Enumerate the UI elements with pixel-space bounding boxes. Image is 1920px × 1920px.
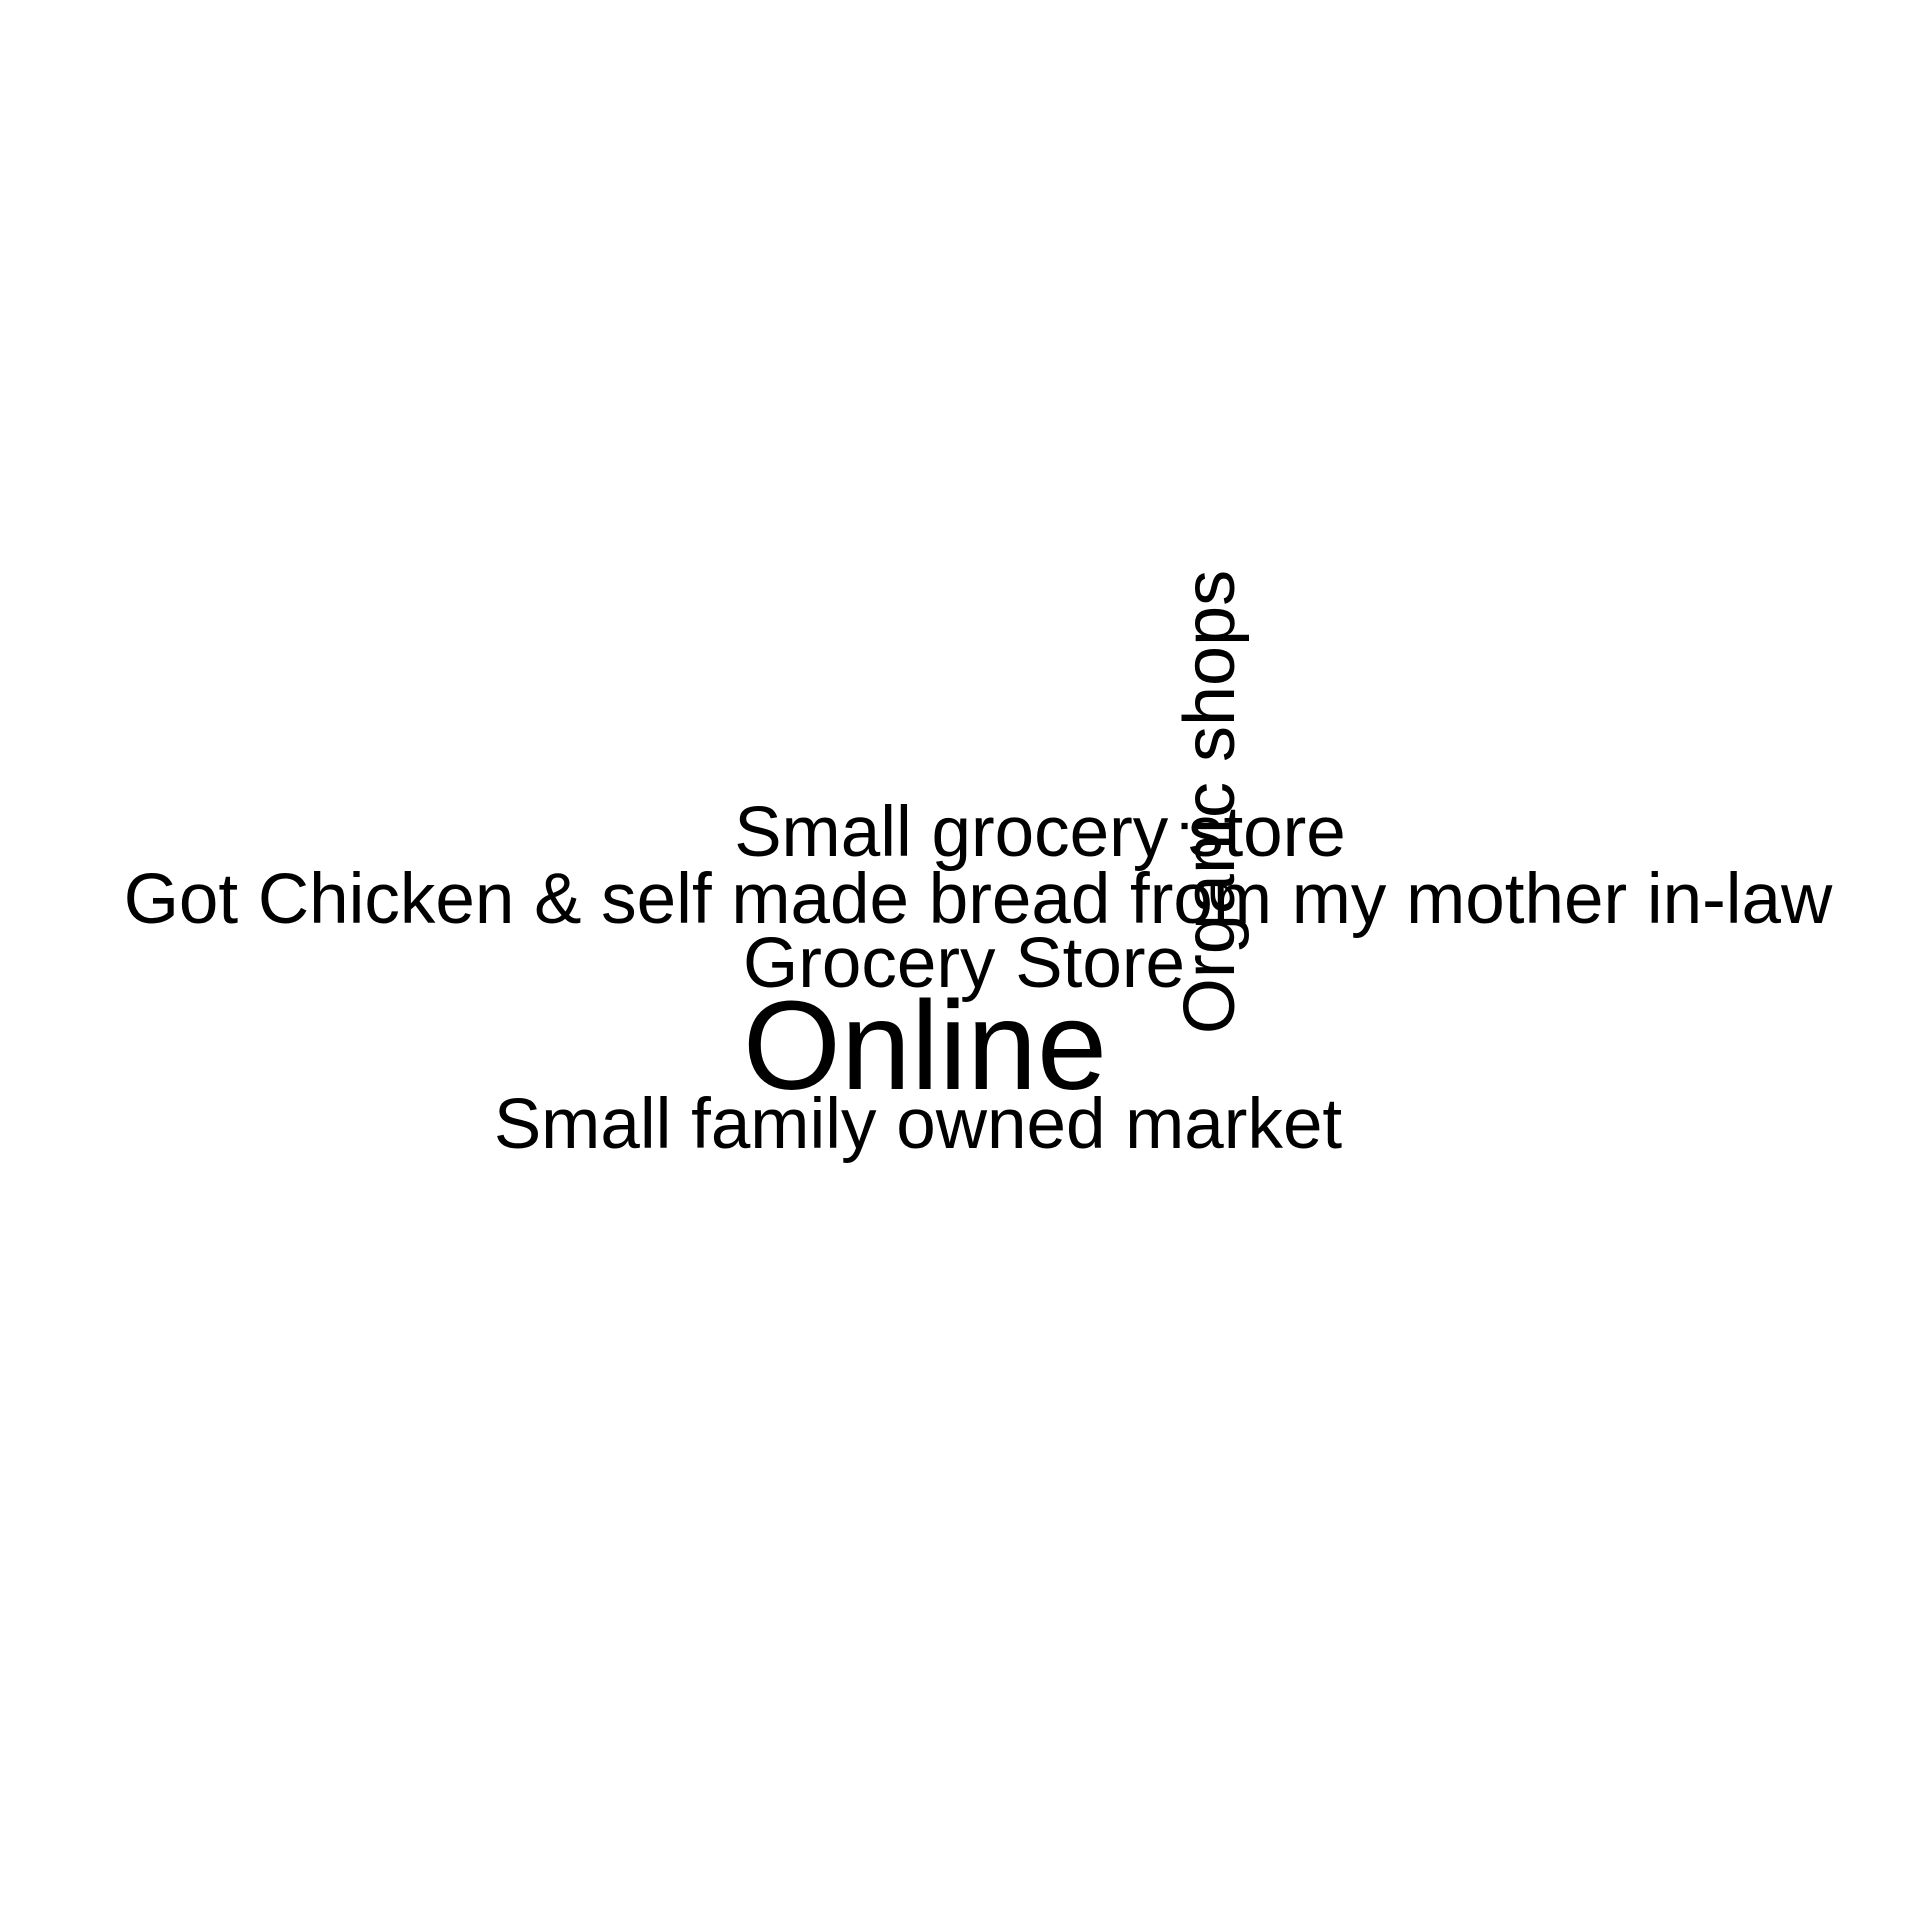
word-small-family-owned-market: Small family owned market [494,1085,1343,1164]
word-grocery-store: Grocery Store [743,924,1185,1003]
